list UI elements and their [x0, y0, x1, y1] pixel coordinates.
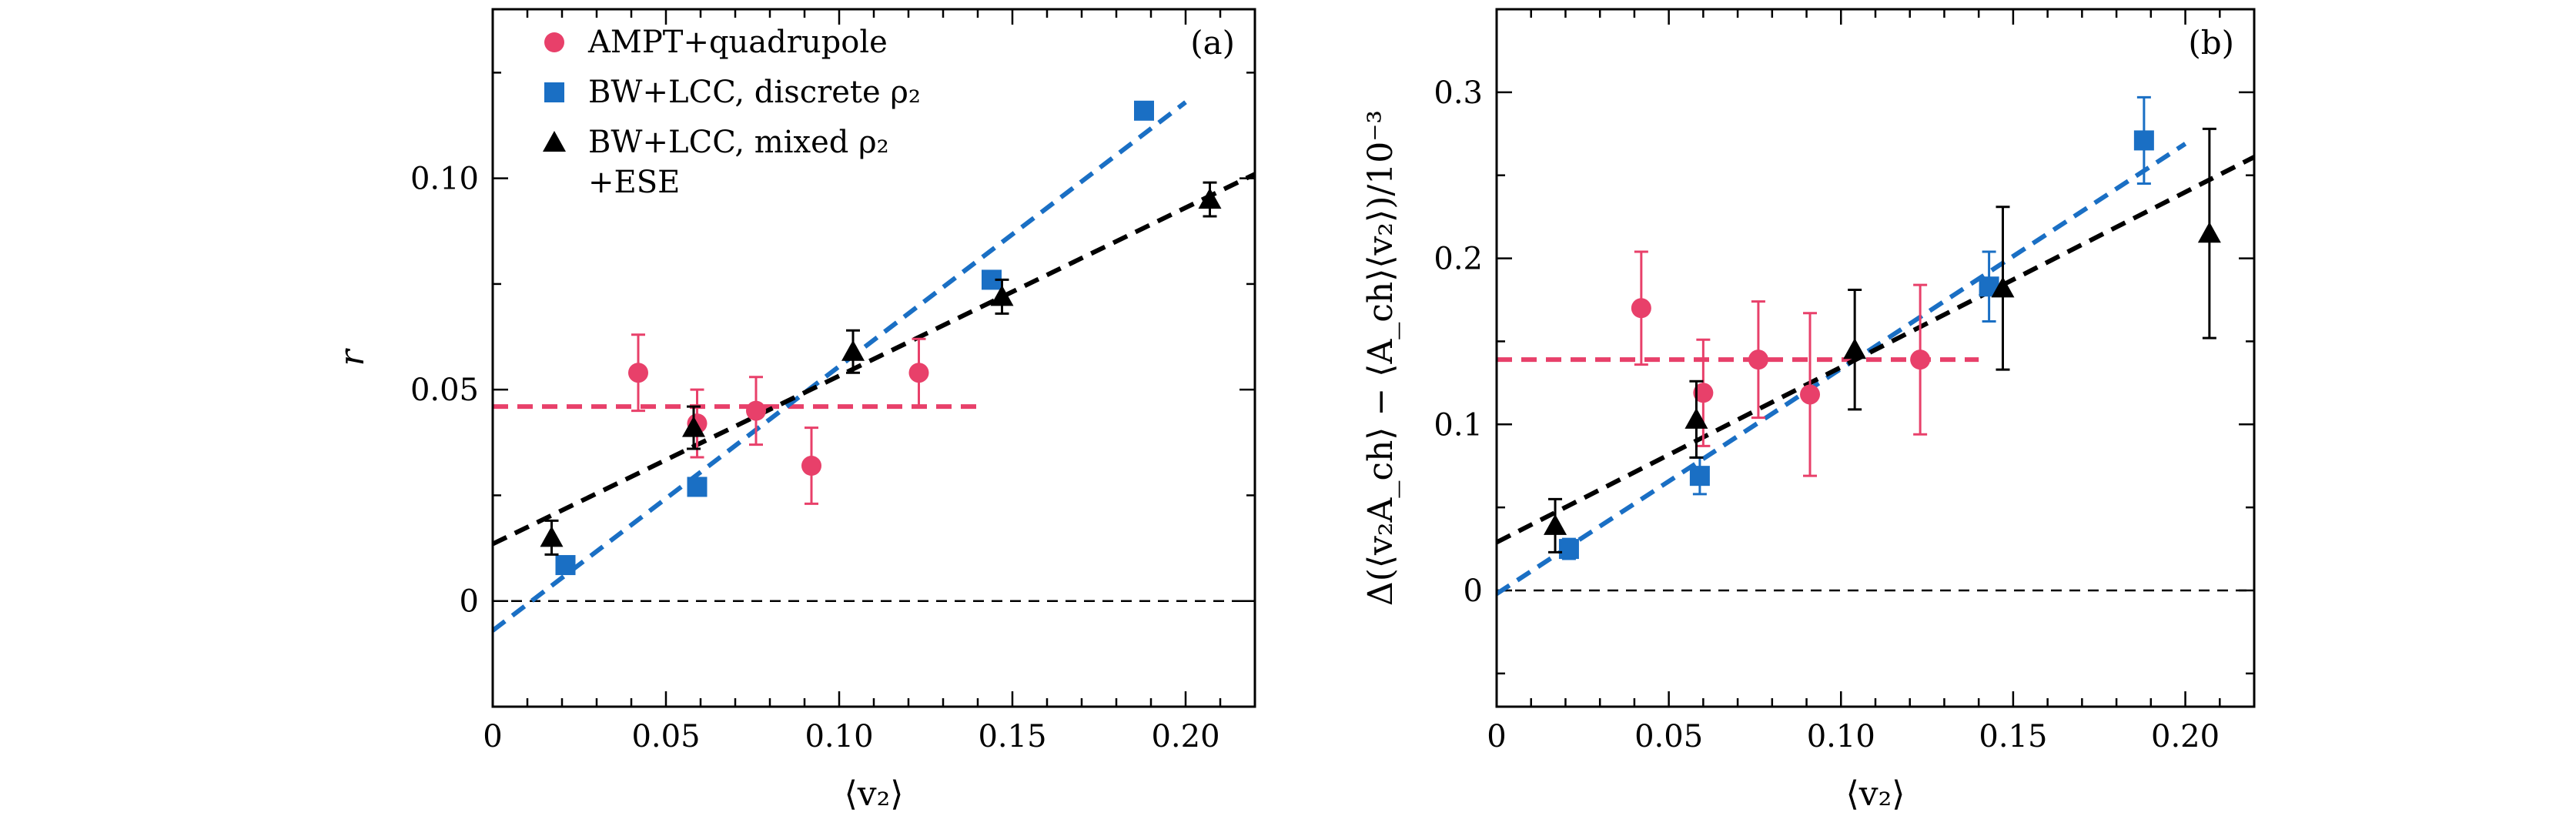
x-tick-label: 0.20	[1151, 719, 1219, 754]
data-point-square	[2133, 130, 2154, 151]
fit-line-square	[1497, 142, 2187, 596]
data-point-triangle	[540, 526, 564, 547]
data-point-triangle	[1544, 513, 1567, 535]
legend-label: AMPT+quadrupole	[587, 25, 888, 60]
plot-area	[493, 100, 1255, 633]
data-point-triangle	[2197, 222, 2221, 243]
data-point-triangle	[990, 285, 1014, 306]
x-tick-label: 0.05	[1634, 719, 1703, 754]
data-point-triangle	[682, 416, 705, 437]
data-point-square	[1558, 539, 1579, 560]
data-point-circle	[1748, 349, 1768, 370]
y-tick-label: 0.1	[1434, 407, 1483, 443]
data-point-circle	[1693, 383, 1714, 403]
series-circle	[1631, 250, 1931, 477]
y-tick-label: 0	[1464, 574, 1483, 609]
data-point-square	[1134, 100, 1154, 121]
data-point-circle	[628, 363, 648, 383]
data-point-circle	[1800, 384, 1821, 405]
fit-line-square	[493, 100, 1187, 633]
data-point-square	[687, 477, 708, 497]
data-point-triangle	[1991, 276, 2015, 298]
y-tick-label: 0.05	[410, 373, 479, 408]
y-tick-label: 0.10	[410, 162, 479, 197]
fit-line-triangle	[493, 172, 1255, 547]
data-point-circle	[908, 363, 929, 383]
data-point-triangle	[1684, 407, 1708, 429]
fit-line-triangle	[1497, 155, 2254, 545]
series-square	[1558, 95, 2154, 560]
y-tick-label: 0.3	[1434, 75, 1483, 111]
legend-marker-square	[544, 82, 564, 102]
data-point-circle	[1910, 349, 1931, 370]
x-tick-label: 0.20	[2151, 719, 2220, 754]
x-tick-label: 0.10	[1807, 719, 1875, 754]
legend-label: BW+LCC, mixed ρ₂	[588, 125, 889, 160]
legend-label: BW+LCC, discrete ρ₂	[588, 75, 921, 110]
y-tick-label: 0.2	[1434, 242, 1483, 277]
x-tick-label: 0.15	[1979, 719, 2047, 754]
data-point-circle	[746, 400, 766, 421]
panel-tag: (a)	[1190, 24, 1235, 62]
series-circle	[628, 333, 929, 505]
x-tick-label: 0.15	[978, 719, 1046, 754]
data-point-circle	[801, 456, 821, 477]
data-point-triangle	[841, 339, 865, 361]
x-axis-label: ⟨v₂⟩	[1846, 774, 1905, 814]
plot-area	[1497, 95, 2254, 596]
x-axis-label: ⟨v₂⟩	[845, 774, 904, 814]
panel-a: 0 0.05 0.10 0.15 0.20 0 0.05 0.10 ⟨v₂⟩ r (a) AMPT+q…	[333, 8, 1256, 814]
y-axis-label: r	[333, 348, 372, 366]
plot-frame	[491, 8, 1256, 708]
data-point-circle	[1631, 298, 1651, 319]
legend-label-continued: +ESE	[588, 165, 680, 200]
x-tick-label: 0	[1487, 719, 1506, 754]
y-axis-label: Δ(⟨v₂A_ch⟩ − ⟨A_ch⟩⟨v₂⟩)/10⁻³	[1361, 110, 1400, 606]
data-point-triangle	[1198, 188, 1222, 209]
series-triangle	[540, 181, 1222, 556]
series-triangle	[1544, 127, 2221, 553]
x-tick-label: 0	[483, 719, 502, 754]
x-tick-label: 0.05	[631, 719, 700, 754]
y-tick-label: 0	[460, 584, 479, 620]
x-tick-label: 0.10	[805, 719, 873, 754]
plot-frame	[1495, 8, 2256, 708]
panel-tag: (b)	[2188, 24, 2234, 62]
legend-marker-circle	[544, 32, 564, 52]
panel-b: 0 0.05 0.10 0.15 0.20 0 0.1 0.2 0.3 ⟨v₂⟩ Δ(⟨v₂A_ch…	[1361, 8, 2256, 814]
data-point-square	[555, 555, 576, 576]
data-point-triangle	[1843, 338, 1867, 359]
data-point-square	[1689, 466, 1710, 487]
legend: AMPT+quadrupole BW+LCC, discrete ρ₂ BW+LCC…	[543, 25, 921, 200]
legend-marker-triangle	[543, 131, 566, 152]
